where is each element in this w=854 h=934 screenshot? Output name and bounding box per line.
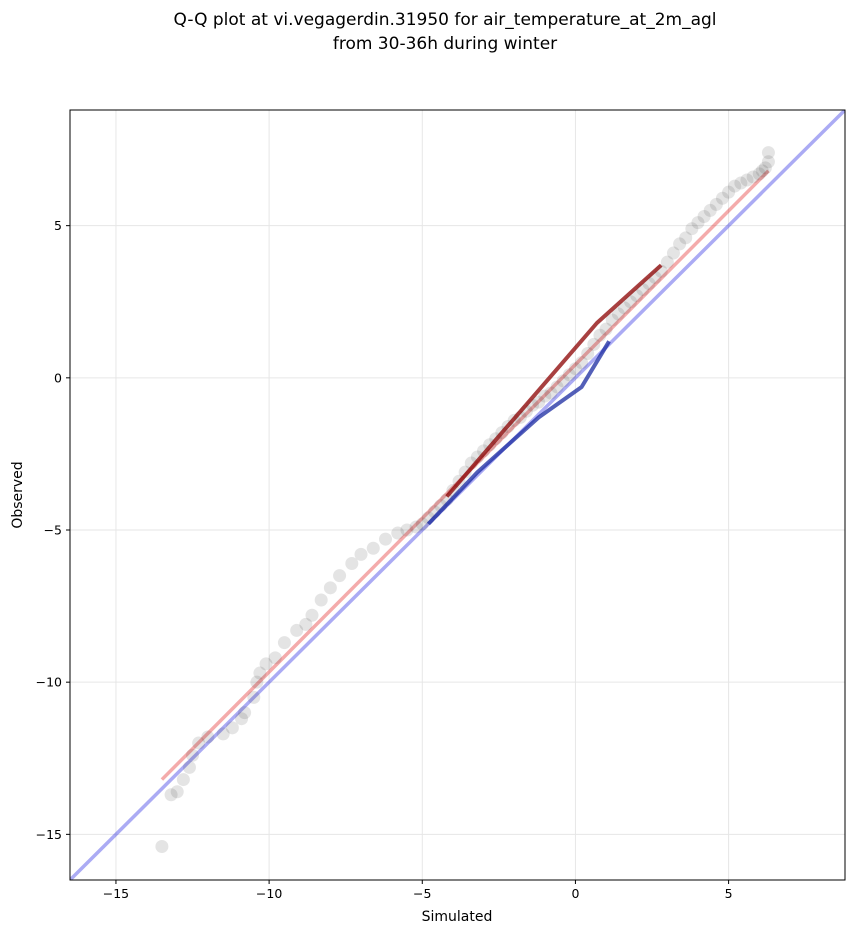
data-point-14 <box>253 666 267 680</box>
y-axis-ticks: −15 −10 −5 0 5 <box>36 218 70 842</box>
data-point-17 <box>277 636 291 650</box>
data-point-72 <box>666 246 680 260</box>
data-point-80 <box>715 191 729 205</box>
data-point-56 <box>568 362 582 376</box>
x-axis-ticks: −15 −10 −5 0 5 <box>103 880 733 901</box>
data-point-10 <box>235 712 249 726</box>
data-point-76 <box>691 216 705 230</box>
data-point-51 <box>538 389 552 403</box>
data-point-57 <box>575 356 589 370</box>
data-point-23 <box>333 569 347 583</box>
central-segment-0 <box>426 340 611 526</box>
data-point-21 <box>314 593 328 607</box>
grid-lines <box>70 110 845 880</box>
data-point-74 <box>679 231 693 245</box>
data-point-52 <box>544 386 558 400</box>
data-point-58 <box>581 346 595 360</box>
data-point-63 <box>611 307 625 321</box>
chart-subtitle: from 30-36h during winter <box>333 34 557 54</box>
central-segment-1 <box>445 263 663 498</box>
plot-content <box>70 110 845 880</box>
data-point-84 <box>740 173 754 187</box>
data-point-31 <box>415 517 429 531</box>
data-point-29 <box>400 523 414 537</box>
data-point-79 <box>709 197 723 211</box>
data-point-15 <box>259 657 273 671</box>
data-point-64 <box>617 301 631 315</box>
x-tick-label-2: −5 <box>413 886 431 901</box>
data-point-6 <box>192 736 206 750</box>
data-point-28 <box>391 526 405 540</box>
data-point-90 <box>761 146 775 160</box>
data-point-4 <box>182 760 196 774</box>
chart-title: Q-Q plot at vi.vegagerdin.31950 for air_… <box>173 10 716 30</box>
y-tick-label-1: −10 <box>36 675 62 690</box>
plot-frame <box>69 109 846 881</box>
central-overlay <box>426 263 663 526</box>
x-tick-label-3: 0 <box>571 886 579 901</box>
data-point-77 <box>697 210 711 224</box>
data-point-1 <box>164 788 178 802</box>
y-tick-label-0: −15 <box>36 827 62 842</box>
y-tick-label-3: 0 <box>54 370 62 385</box>
y-tick-label-2: −5 <box>44 523 62 538</box>
data-point-12 <box>247 690 261 704</box>
data-point-87 <box>755 164 769 178</box>
data-point-9 <box>225 721 239 735</box>
data-point-25 <box>354 547 368 561</box>
x-tick-label-4: 5 <box>725 886 733 901</box>
data-point-20 <box>305 608 319 622</box>
data-point-18 <box>290 623 304 637</box>
data-point-24 <box>345 556 359 570</box>
data-point-86 <box>752 167 766 181</box>
data-point-55 <box>562 368 576 382</box>
data-point-19 <box>299 617 313 631</box>
data-point-2 <box>170 785 184 799</box>
data-point-73 <box>673 237 687 251</box>
data-point-78 <box>703 203 717 217</box>
data-point-30 <box>409 520 423 534</box>
data-point-88 <box>758 161 772 175</box>
data-point-27 <box>379 532 393 546</box>
data-point-59 <box>587 337 601 351</box>
y-axis-label: Observed <box>10 461 26 528</box>
data-point-13 <box>250 675 264 689</box>
data-point-83 <box>734 176 748 190</box>
data-point-0 <box>155 840 169 854</box>
data-point-71 <box>660 255 674 269</box>
data-point-11 <box>238 706 252 720</box>
data-point-5 <box>186 748 200 762</box>
data-point-54 <box>556 374 570 388</box>
data-point-53 <box>550 380 564 394</box>
data-point-22 <box>323 581 337 595</box>
data-points <box>155 146 775 854</box>
y-tick-label-4: 5 <box>54 218 62 233</box>
x-tick-label-0: −15 <box>103 886 129 901</box>
data-point-3 <box>176 773 190 787</box>
data-point-61 <box>599 322 613 336</box>
data-point-85 <box>746 170 760 184</box>
data-point-81 <box>722 185 736 199</box>
data-point-8 <box>216 727 230 741</box>
data-point-50 <box>532 395 546 409</box>
data-point-82 <box>728 179 742 193</box>
data-point-62 <box>605 313 619 327</box>
data-point-16 <box>268 651 282 665</box>
data-point-7 <box>201 730 215 744</box>
data-point-89 <box>761 155 775 169</box>
data-point-65 <box>624 295 638 309</box>
data-point-60 <box>593 328 607 342</box>
x-axis-label: Simulated <box>422 909 493 925</box>
data-point-26 <box>366 541 380 555</box>
data-point-75 <box>685 222 699 236</box>
x-tick-label-1: −10 <box>256 886 282 901</box>
